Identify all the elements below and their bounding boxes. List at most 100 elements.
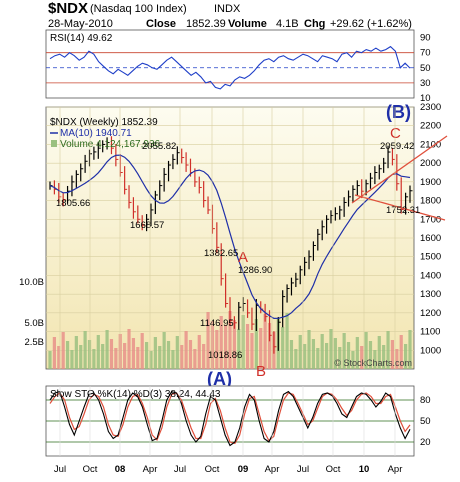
price-annotation: 1146.95 xyxy=(200,318,234,329)
volume-bar xyxy=(377,336,381,369)
volume-bar xyxy=(109,339,114,369)
price-ytick-label: 1800 xyxy=(420,196,441,207)
x-tick-label: Jul xyxy=(174,464,186,475)
price-ytick-label: 1700 xyxy=(420,214,441,225)
x-tick-label: Oct xyxy=(326,464,341,475)
volume-bar xyxy=(307,330,311,369)
volume-tick-label: 5.0B xyxy=(24,318,44,329)
volume-bar xyxy=(360,346,364,369)
volume-bar xyxy=(79,345,83,369)
volume-bar xyxy=(351,351,355,369)
volume-bar xyxy=(329,329,333,369)
volume-bar xyxy=(140,333,144,369)
sto-k-line xyxy=(49,390,411,447)
volume-bar xyxy=(267,323,272,369)
volume-bar xyxy=(364,332,368,369)
price-ytick-label: 2100 xyxy=(420,139,441,150)
price-ytick-label: 1500 xyxy=(420,252,441,263)
volume-bar xyxy=(202,344,206,369)
price-annotation: 2055.82 xyxy=(142,141,176,152)
volume-bar xyxy=(74,336,78,369)
volume-bar xyxy=(281,327,285,369)
volume-bar xyxy=(333,338,337,369)
price-ytick-label: 2200 xyxy=(420,121,441,132)
sto-d-line xyxy=(49,392,411,445)
volume-bar xyxy=(316,348,320,369)
volume-bar xyxy=(83,331,87,369)
price-annotation: 1382.65 xyxy=(204,248,238,259)
volume-bar xyxy=(342,333,346,369)
x-tick-label: 09 xyxy=(238,464,249,475)
volume-bar xyxy=(175,336,179,369)
volume-bar xyxy=(184,331,188,369)
sto-ytick-label: 20 xyxy=(420,437,431,448)
volume-bar xyxy=(87,340,92,369)
wave-label-big-a: (A) xyxy=(207,369,232,389)
close-label: Close xyxy=(146,18,176,30)
volume-bar xyxy=(48,351,52,369)
x-tick-label: Jul xyxy=(297,464,309,475)
legend-volume: Volume 4,124,167,936 xyxy=(60,139,161,150)
volume-bar xyxy=(254,319,258,369)
volume-bar xyxy=(285,313,289,369)
price-annotation: 1286.90 xyxy=(238,265,272,276)
volume-bar xyxy=(395,349,399,369)
volume-bar xyxy=(131,338,136,369)
exchange-label: INDX xyxy=(214,3,241,15)
volume-bar xyxy=(289,340,294,369)
volume-bar xyxy=(101,344,105,369)
rsi-ytick-label: 30 xyxy=(420,78,431,89)
volume-bar xyxy=(346,342,351,369)
volume-bar xyxy=(153,337,157,369)
volume-bar xyxy=(180,345,184,369)
volume-bar xyxy=(320,334,324,369)
volume-bar xyxy=(298,335,302,369)
volume-bar xyxy=(193,349,197,369)
volume-bar xyxy=(136,347,140,369)
volume-bar xyxy=(162,332,166,369)
volume-bar xyxy=(245,324,250,369)
volume-bar xyxy=(215,330,219,369)
volume-bar xyxy=(123,343,127,369)
price-ytick-label: 1100 xyxy=(420,327,440,338)
lower-wedge-line xyxy=(354,194,446,221)
close-value: 1852.39 xyxy=(186,18,226,30)
symbol-title: $NDX xyxy=(48,0,89,17)
volume-bar xyxy=(197,335,201,369)
volume-bar xyxy=(404,344,408,369)
volume-bar xyxy=(127,329,131,369)
price-annotation: 2059.42 xyxy=(380,141,414,152)
legend-price: $NDX (Weekly) 1852.39 xyxy=(50,117,158,128)
volume-bar xyxy=(171,350,175,369)
x-tick-label: Oct xyxy=(205,464,220,475)
price-ytick-label: 1300 xyxy=(420,289,441,300)
volume-bar xyxy=(70,350,74,369)
volume-bar xyxy=(355,337,359,369)
volume-bar xyxy=(224,325,228,369)
volume-bar xyxy=(386,331,390,369)
legend-volume-swatch xyxy=(51,140,57,147)
volume-bar xyxy=(399,335,403,369)
volume-bar xyxy=(166,341,171,369)
price-ytick-label: 1400 xyxy=(420,270,441,281)
volume-tick-label: 2.5B xyxy=(24,337,44,348)
volume-bar xyxy=(373,350,377,369)
price-ytick-label: 1900 xyxy=(420,177,441,188)
x-tick-label: Apr xyxy=(265,464,280,475)
chg-value: +29.62 (+1.62%) xyxy=(330,18,412,30)
volume-value: 4.1B xyxy=(276,18,299,30)
x-tick-label: Apr xyxy=(388,464,403,475)
volume-bar xyxy=(303,344,307,369)
volume-bar xyxy=(57,346,61,369)
chart-date: 28-May-2010 xyxy=(48,18,113,30)
price-annotation: 1668.57 xyxy=(130,220,164,231)
volume-bar xyxy=(232,320,236,369)
volume-bar xyxy=(96,335,100,369)
volume-bar xyxy=(158,346,162,369)
x-tick-label: Apr xyxy=(143,464,158,475)
volume-bar xyxy=(294,349,298,369)
rsi-panel xyxy=(45,29,415,99)
ma-line xyxy=(49,154,411,320)
